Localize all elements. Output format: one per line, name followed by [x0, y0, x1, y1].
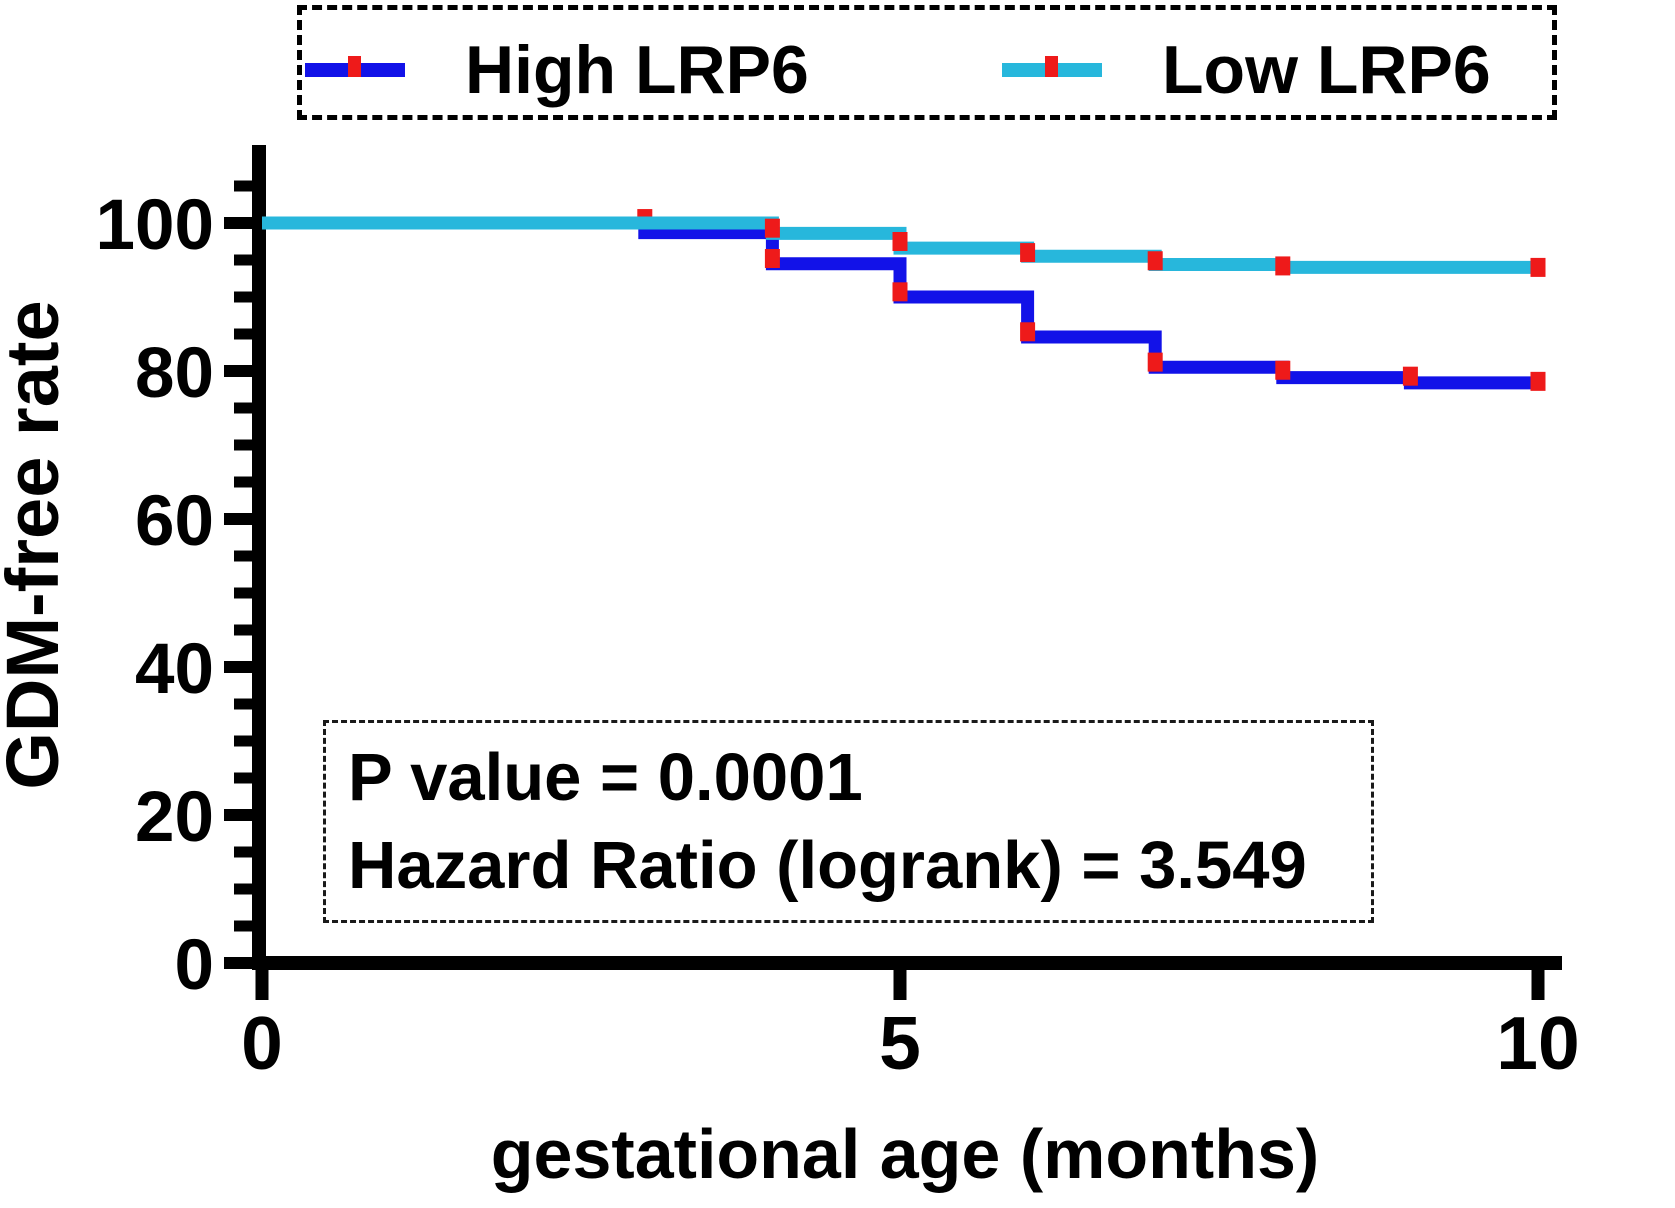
- y-axis-spine: [252, 145, 266, 970]
- censor-marker-high-lrp6: [1402, 366, 1418, 386]
- y-minor-tick: [234, 587, 252, 599]
- censor-marker-low-lrp6: [1530, 257, 1546, 277]
- series-line-high-lrp6: [262, 216, 1538, 390]
- axes: [224, 145, 1562, 1000]
- y-tick-label: 40: [135, 630, 214, 709]
- x-major-tick: [255, 970, 269, 1000]
- x-axis-spine: [252, 956, 1562, 970]
- legend-entry-high-lrp6: High LRP6: [305, 24, 809, 115]
- y-tick-label: 80: [135, 334, 214, 413]
- censor-marker-high-lrp6: [892, 282, 908, 302]
- y-axis-title: GDM-free rate: [0, 300, 74, 789]
- y-major-tick: [224, 365, 252, 377]
- legend-label-low-lrp6: Low LRP6: [1162, 31, 1491, 108]
- y-minor-tick: [234, 772, 252, 784]
- censor-tick-icon: [1045, 55, 1058, 77]
- y-minor-tick: [234, 291, 252, 303]
- y-minor-tick: [234, 402, 252, 414]
- censor-marker-low-lrp6: [764, 218, 780, 238]
- low-lrp6-line-swatch: [1002, 55, 1102, 77]
- censor-marker-high-lrp6: [1530, 371, 1546, 391]
- stats-annotation-box: P value = 0.0001 Hazard Ratio (logrank) …: [323, 720, 1374, 923]
- y-major-tick: [224, 661, 252, 673]
- y-tick-label: 0: [175, 926, 215, 1005]
- series-layer: [262, 209, 1546, 391]
- legend-label-high-lrp6: High LRP6: [465, 31, 809, 108]
- censor-marker-low-lrp6: [892, 232, 908, 251]
- y-minor-tick: [234, 920, 252, 932]
- censor-marker-high-lrp6: [1020, 322, 1036, 342]
- censor-marker-low-lrp6: [1020, 243, 1036, 263]
- y-minor-tick: [234, 476, 252, 488]
- high-lrp6-line-swatch: [305, 55, 405, 77]
- x-major-tick: [893, 970, 907, 1000]
- censor-marker-low-lrp6: [1275, 256, 1291, 276]
- x-tick-label: 0: [241, 1001, 283, 1085]
- y-tick-label: 20: [135, 778, 214, 857]
- x-major-tick: [1531, 970, 1545, 1000]
- y-major-tick: [224, 217, 252, 229]
- censor-tick-icon: [348, 55, 361, 77]
- censor-marker-low-lrp6: [1147, 251, 1163, 271]
- y-tick-label: 60: [135, 482, 214, 561]
- y-tick-label: 100: [96, 186, 214, 265]
- p-value-text: P value = 0.0001: [348, 739, 863, 815]
- legend-entry-low-lrp6: Low LRP6: [1002, 24, 1491, 115]
- censor-marker-high-lrp6: [764, 249, 780, 269]
- x-tick-label: 5: [879, 1001, 921, 1085]
- y-minor-tick: [234, 735, 252, 747]
- y-major-tick: [224, 809, 252, 821]
- y-minor-tick: [234, 328, 252, 340]
- x-tick-label: 10: [1496, 1001, 1579, 1085]
- y-major-tick: [224, 513, 252, 525]
- y-minor-tick: [234, 254, 252, 266]
- legend: High LRP6 Low LRP6: [297, 5, 1557, 120]
- y-minor-tick: [234, 439, 252, 451]
- y-minor-tick: [234, 846, 252, 858]
- y-minor-tick: [234, 624, 252, 636]
- censor-marker-high-lrp6: [1275, 360, 1291, 380]
- tick-labels: 0 20 40 60 80 100 0 5 10: [96, 186, 1580, 1085]
- y-major-tick: [224, 957, 252, 969]
- hazard-ratio-text: Hazard Ratio (logrank) = 3.549: [348, 827, 1307, 903]
- y-minor-tick: [234, 883, 252, 895]
- censor-marker-high-lrp6: [1147, 352, 1163, 372]
- x-axis-title: gestational age (months): [491, 1115, 1319, 1193]
- y-minor-tick: [234, 698, 252, 710]
- y-minor-tick: [234, 180, 252, 192]
- y-minor-tick: [234, 550, 252, 562]
